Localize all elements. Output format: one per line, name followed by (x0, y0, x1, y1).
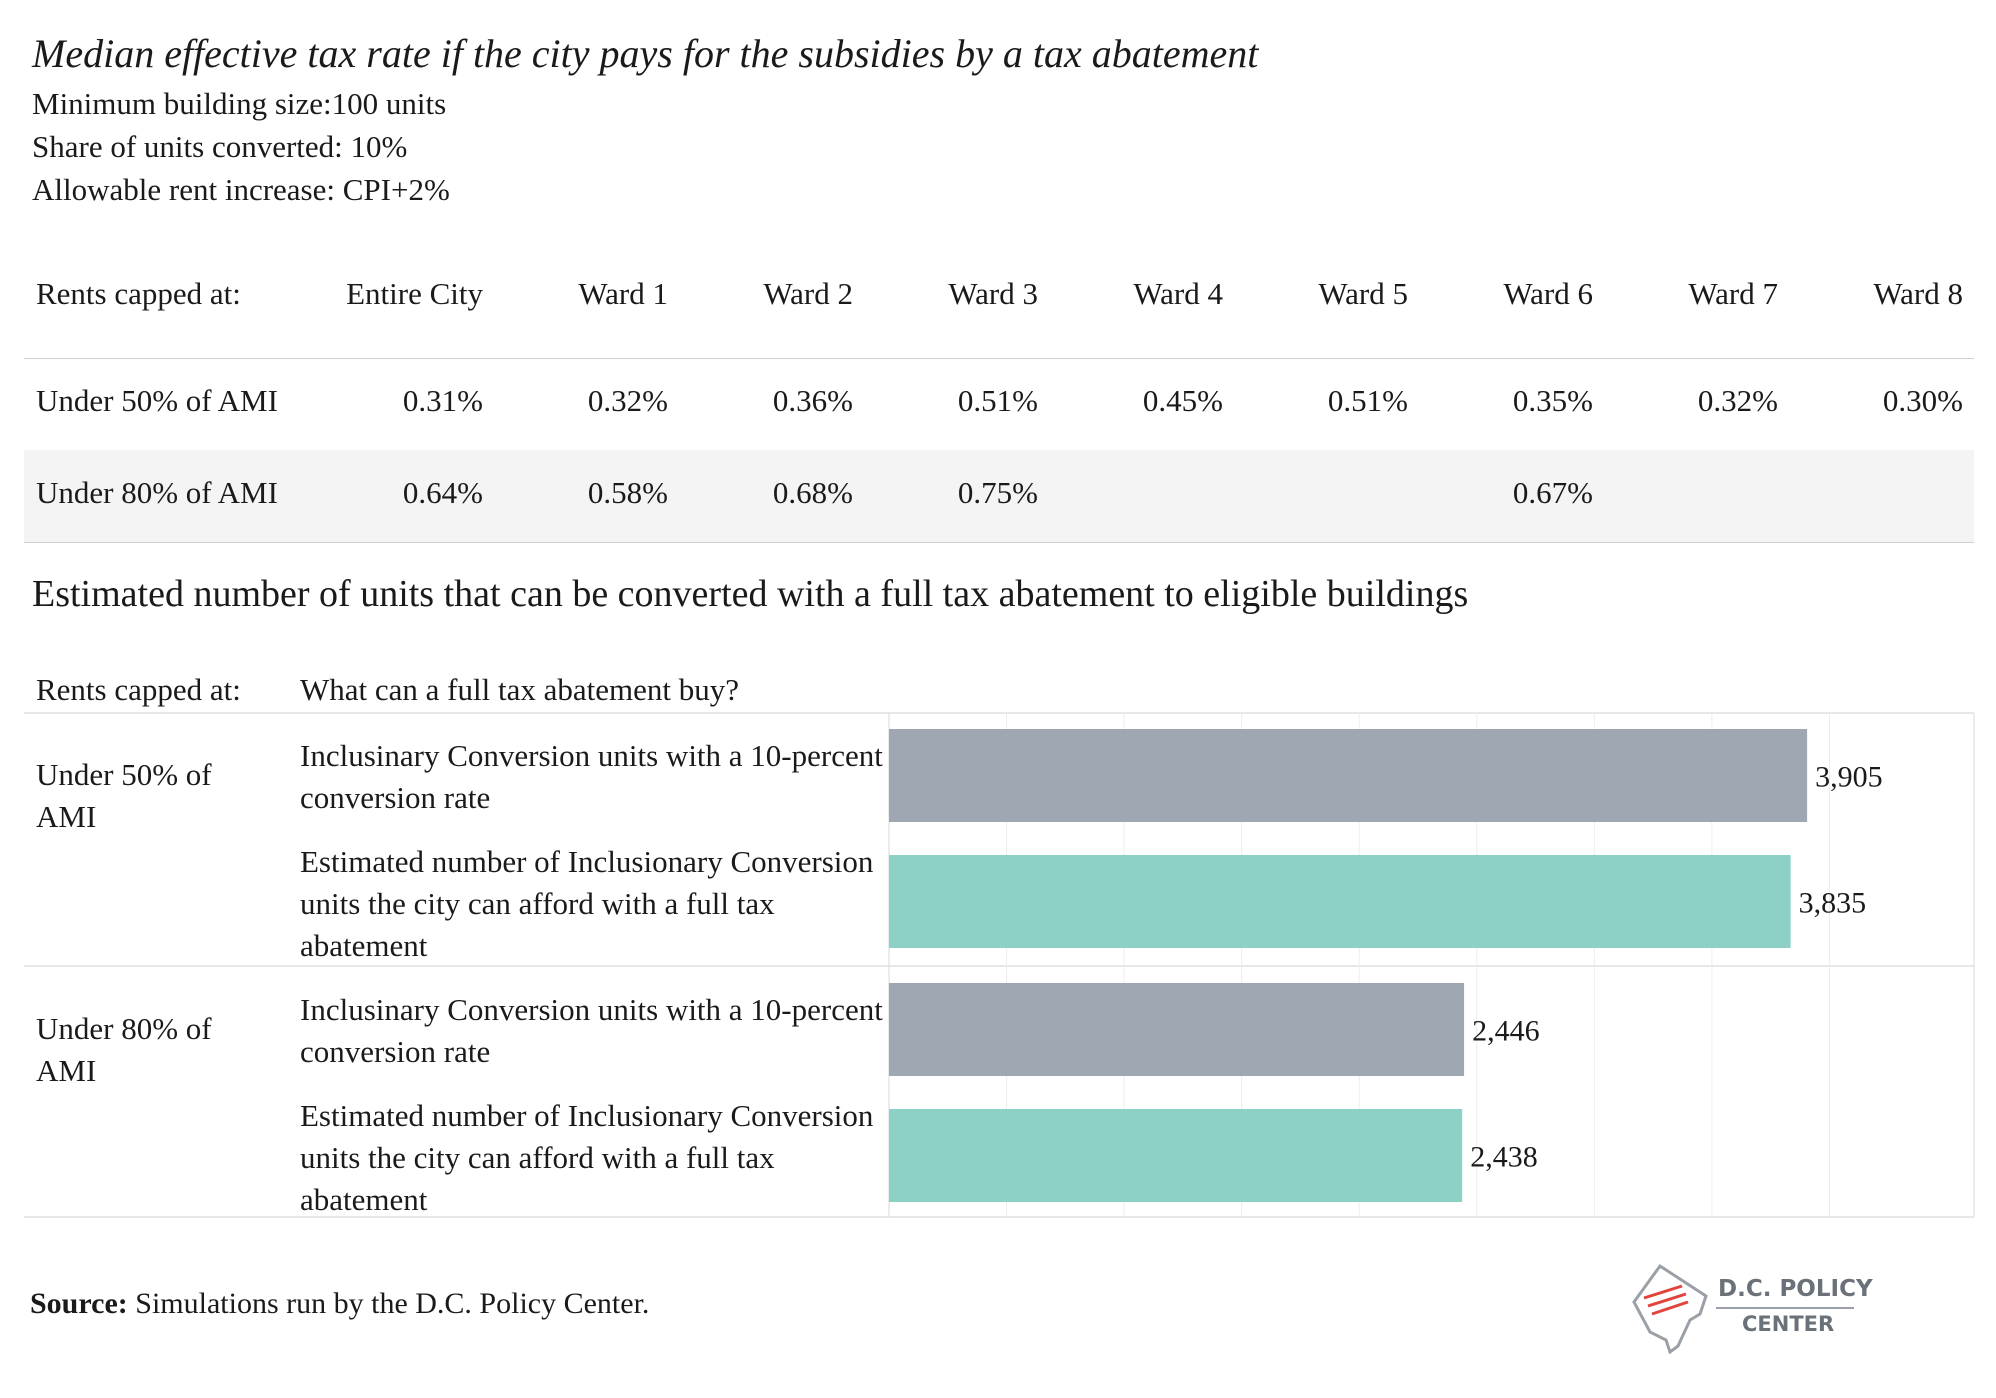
table-bottom-divider (24, 542, 1974, 543)
table-column-header: Ward 6 (1503, 276, 1593, 311)
table-column-header: Ward 7 (1688, 276, 1778, 311)
table-column-header: Ward 3 (948, 276, 1038, 311)
table-cell: 0.36% (772, 383, 853, 418)
table-cell: 0.64% (402, 475, 483, 510)
table-column-header: Ward 2 (763, 276, 853, 311)
bar-category-label: Inclusinary Conversion units with a 10-p… (300, 992, 883, 1069)
table-row-header: Rents capped at: (36, 276, 241, 311)
column-header-rents: Rents capped at: (36, 672, 241, 707)
table-row-label: Under 50% of AMI (36, 383, 278, 418)
table-cell: 0.58% (587, 475, 668, 510)
bar (889, 855, 1791, 948)
subtitle-share-converted: Share of units converted: 10% (32, 129, 408, 164)
table-cell: 0.68% (772, 475, 853, 510)
subtitle-min-building: Minimum building size:100 units (32, 86, 447, 121)
table-cell: 0.51% (1327, 383, 1408, 418)
bar-value-label: 3,905 (1815, 761, 1883, 794)
table-column-header: Ward 5 (1318, 276, 1408, 311)
chart-title: Median effective tax rate if the city pa… (32, 31, 1259, 76)
bar-category-label: Estimated number of Inclusionary Convers… (300, 844, 874, 963)
bar-value-label: 3,835 (1799, 887, 1867, 920)
group-label: Under 80% of AMI (36, 1011, 212, 1088)
table-cell: 0.31% (402, 383, 483, 418)
table-column-header: Ward 1 (578, 276, 668, 311)
source-label: Source: (30, 1287, 128, 1320)
table-cell: 0.32% (1697, 383, 1778, 418)
table-column-header: Ward 8 (1873, 276, 1963, 311)
bar (889, 1109, 1463, 1202)
table-cell: 0.45% (1142, 383, 1223, 418)
bar-value-label: 2,446 (1472, 1015, 1540, 1048)
logo-divider (1716, 1307, 1854, 1309)
bar (889, 729, 1808, 822)
table-cell: 0.35% (1512, 383, 1593, 418)
table-column-header: Ward 4 (1133, 276, 1223, 311)
table-cell: 0.32% (587, 383, 668, 418)
bar-category-label: Estimated number of Inclusionary Convers… (300, 1098, 874, 1217)
group-label: Under 50% of AMI (36, 757, 212, 834)
bar-category-label: Inclusinary Conversion units with a 10-p… (300, 738, 883, 815)
table-header-divider (24, 358, 1974, 359)
table-cell: 0.51% (957, 383, 1038, 418)
bar-value-label: 2,438 (1470, 1141, 1538, 1174)
source-note: Source: Simulations run by the D.C. Poli… (30, 1287, 649, 1321)
table-cell: 0.67% (1512, 475, 1593, 510)
logo-line-1: D.C. POLICY (1718, 1276, 1873, 1302)
table-row-label: Under 80% of AMI (36, 475, 278, 510)
source-text: Simulations run by the D.C. Policy Cente… (135, 1287, 650, 1320)
chart-subtitle: Estimated number of units that can be co… (32, 573, 1469, 615)
table-row-stripe (24, 450, 1974, 542)
table-cell: 0.75% (957, 475, 1038, 510)
bar (889, 983, 1465, 1076)
logo-line-2: CENTER (1742, 1312, 1835, 1336)
column-header-buy: What can a full tax abatement buy? (300, 672, 739, 707)
table-column-header: Entire City (346, 276, 483, 311)
dc-map-icon (1632, 1263, 1708, 1354)
subtitle-rent-increase: Allowable rent increase: CPI+2% (32, 172, 450, 207)
table-cell: 0.30% (1882, 383, 1963, 418)
